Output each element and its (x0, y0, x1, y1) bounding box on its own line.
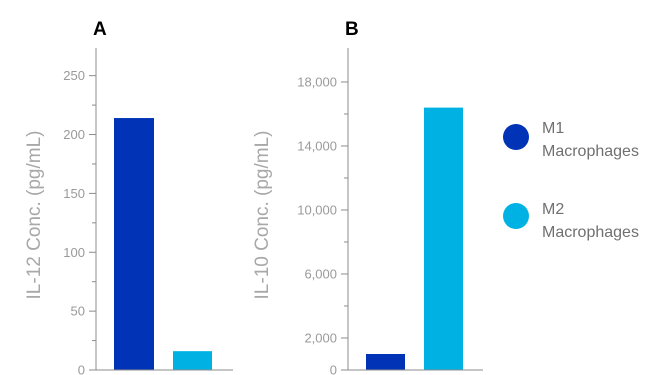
panel-b-tick-label: 6,000 (304, 267, 337, 282)
panel-b-y-axis-title: IL-10 Conc. (pg/mL) (252, 131, 273, 300)
panel-a-tick-label: 0 (78, 363, 85, 375)
panel-b-bar-m1 (366, 354, 405, 370)
panel-a-il12-chart: A IL-12 Conc. (pg/mL) 0 50 100 150 200 250 (24, 19, 233, 375)
panel-a-bar-m2 (173, 351, 212, 370)
panel-b-letter: B (345, 19, 359, 40)
panel-b-bar-m2 (424, 107, 463, 370)
panel-a-tick-label: 250 (63, 68, 85, 83)
panel-b-tick-label: 18,000 (297, 75, 337, 90)
panel-a-bars (114, 118, 212, 370)
panel-b-tick-label: 14,000 (297, 139, 337, 154)
legend-label-m1-line2: Macrophages (542, 143, 639, 160)
panel-b-tick-label: 0 (330, 363, 337, 375)
legend-item-m2: M2 Macrophages (503, 201, 639, 241)
legend-label-m2-line1: M2 (542, 201, 564, 218)
legend-label-m1-line1: M1 (542, 120, 564, 137)
panel-a-tick-label: 50 (71, 304, 85, 319)
panel-a-y-ticks: 0 50 100 150 200 250 (63, 68, 96, 375)
panel-a-tick-label: 150 (63, 186, 85, 201)
panel-a-letter: A (93, 19, 107, 40)
panel-b-tick-label: 2,000 (304, 331, 337, 346)
panel-a-y-axis-title: IL-12 Conc. (pg/mL) (24, 131, 45, 300)
legend-item-m1: M1 Macrophages (503, 120, 639, 160)
panel-a-tick-label: 200 (63, 127, 85, 142)
panel-b-il10-chart: B IL-10 Conc. (pg/mL) 0 2,000 6,000 10,000 1… (252, 19, 483, 375)
panel-b-bars (366, 107, 463, 370)
legend-swatch-m1 (503, 124, 529, 150)
panel-b-y-ticks: 0 2,000 6,000 10,000 14,000 18,000 (297, 75, 348, 375)
legend-swatch-m2 (503, 203, 529, 229)
panel-a-tick-label: 100 (63, 245, 85, 260)
panel-a-bar-m1 (114, 118, 154, 370)
panel-b-tick-label: 10,000 (297, 203, 337, 218)
legend: M1 Macrophages M2 Macrophages (503, 120, 639, 241)
legend-label-m2-line2: Macrophages (542, 224, 639, 241)
